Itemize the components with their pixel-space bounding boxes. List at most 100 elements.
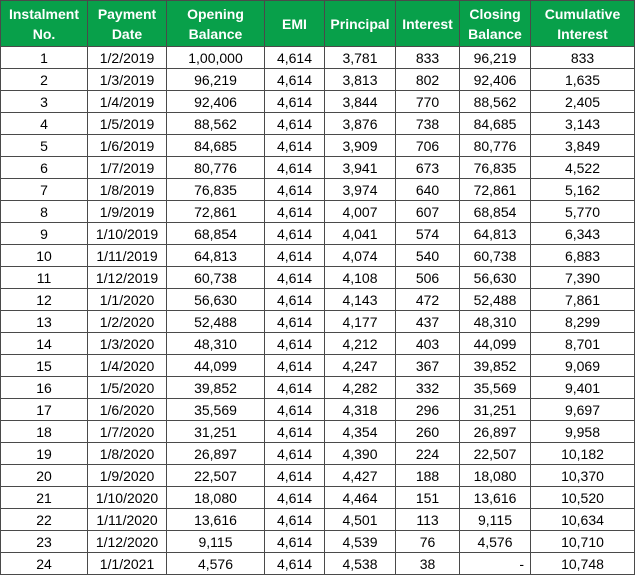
instalment-no-cell: 14: [0, 332, 88, 355]
table-row: 9 1/10/2019 68,854 4,614 4,041 574 64,813 6,343: [0, 222, 635, 245]
interest-cell: 607: [395, 200, 460, 223]
cumulative-interest-cell: 5,162: [530, 178, 635, 201]
emi-cell: 4,614: [264, 420, 325, 443]
emi-cell: 4,614: [264, 530, 325, 553]
header-emi: EMI: [264, 0, 325, 47]
payment-date-cell: 1/2/2020: [87, 310, 167, 333]
opening-balance-cell: 22,507: [166, 464, 265, 487]
cumulative-interest-cell: 9,958: [530, 420, 635, 443]
table-row: 23 1/12/2020 9,115 4,614 4,539 76 4,576 10,710: [0, 530, 635, 553]
instalment-no-cell: 24: [0, 552, 88, 575]
cumulative-interest-cell: 10,370: [530, 464, 635, 487]
instalment-no-cell: 13: [0, 310, 88, 333]
payment-date-cell: 1/8/2020: [87, 442, 167, 465]
interest-cell: 574: [395, 222, 460, 245]
cumulative-interest-cell: 7,390: [530, 266, 635, 289]
closing-balance-cell: 72,861: [459, 178, 531, 201]
emi-cell: 4,614: [264, 552, 325, 575]
cumulative-interest-cell: 2,405: [530, 90, 635, 113]
header-principal: Principal: [324, 0, 396, 47]
payment-date-cell: 1/10/2020: [87, 486, 167, 509]
opening-balance-cell: 56,630: [166, 288, 265, 311]
payment-date-cell: 1/7/2019: [87, 156, 167, 179]
opening-balance-cell: 18,080: [166, 486, 265, 509]
table-row: 20 1/9/2020 22,507 4,614 4,427 188 18,080 10,37…: [0, 464, 635, 487]
opening-balance-cell: 60,738: [166, 266, 265, 289]
emi-cell: 4,614: [264, 156, 325, 179]
closing-balance-cell: 18,080: [459, 464, 531, 487]
principal-cell: 4,464: [324, 486, 396, 509]
instalment-no-cell: 1: [0, 46, 88, 69]
payment-date-cell: 1/5/2019: [87, 112, 167, 135]
cumulative-interest-cell: 10,182: [530, 442, 635, 465]
closing-balance-cell: 9,115: [459, 508, 531, 531]
cumulative-interest-cell: 8,299: [530, 310, 635, 333]
principal-cell: 3,909: [324, 134, 396, 157]
principal-cell: 3,876: [324, 112, 396, 135]
header-row: Instalment No. Payment Date Opening Bala…: [0, 0, 635, 47]
cumulative-interest-cell: 3,849: [530, 134, 635, 157]
principal-cell: 3,974: [324, 178, 396, 201]
interest-cell: 296: [395, 398, 460, 421]
interest-cell: 260: [395, 420, 460, 443]
instalment-no-cell: 10: [0, 244, 88, 267]
instalment-no-cell: 18: [0, 420, 88, 443]
closing-balance-cell: 44,099: [459, 332, 531, 355]
payment-date-cell: 1/7/2020: [87, 420, 167, 443]
interest-cell: 113: [395, 508, 460, 531]
instalment-no-cell: 4: [0, 112, 88, 135]
table-row: 4 1/5/2019 88,562 4,614 3,876 738 84,685 3,143: [0, 112, 635, 135]
emi-cell: 4,614: [264, 244, 325, 267]
closing-balance-cell: 84,685: [459, 112, 531, 135]
opening-balance-cell: 72,861: [166, 200, 265, 223]
instalment-no-cell: 7: [0, 178, 88, 201]
cumulative-interest-cell: 4,522: [530, 156, 635, 179]
interest-cell: 640: [395, 178, 460, 201]
closing-balance-cell: 88,562: [459, 90, 531, 113]
table-row: 19 1/8/2020 26,897 4,614 4,390 224 22,507 10,18…: [0, 442, 635, 465]
payment-date-cell: 1/8/2019: [87, 178, 167, 201]
cumulative-interest-cell: 9,069: [530, 354, 635, 377]
cumulative-interest-cell: 8,701: [530, 332, 635, 355]
table-row: 1 1/2/2019 1,00,000 4,614 3,781 833 96,219 833: [0, 46, 635, 69]
payment-date-cell: 1/6/2019: [87, 134, 167, 157]
payment-date-cell: 1/6/2020: [87, 398, 167, 421]
principal-cell: 4,282: [324, 376, 396, 399]
table-row: 15 1/4/2020 44,099 4,614 4,247 367 39,852 9,069: [0, 354, 635, 377]
cumulative-interest-cell: 6,343: [530, 222, 635, 245]
emi-cell: 4,614: [264, 68, 325, 91]
cumulative-interest-cell: 10,634: [530, 508, 635, 531]
instalment-no-cell: 21: [0, 486, 88, 509]
opening-balance-cell: 35,569: [166, 398, 265, 421]
principal-cell: 4,177: [324, 310, 396, 333]
cumulative-interest-cell: 10,710: [530, 530, 635, 553]
opening-balance-cell: 64,813: [166, 244, 265, 267]
opening-balance-cell: 9,115: [166, 530, 265, 553]
interest-cell: 367: [395, 354, 460, 377]
table-row: 12 1/1/2020 56,630 4,614 4,143 472 52,488 7,861: [0, 288, 635, 311]
payment-date-cell: 1/11/2020: [87, 508, 167, 531]
payment-date-cell: 1/12/2020: [87, 530, 167, 553]
interest-cell: 833: [395, 46, 460, 69]
opening-balance-cell: 4,576: [166, 552, 265, 575]
interest-cell: 673: [395, 156, 460, 179]
principal-cell: 3,781: [324, 46, 396, 69]
payment-date-cell: 1/1/2020: [87, 288, 167, 311]
opening-balance-cell: 48,310: [166, 332, 265, 355]
cumulative-interest-cell: 9,401: [530, 376, 635, 399]
opening-balance-cell: 92,406: [166, 90, 265, 113]
instalment-no-cell: 3: [0, 90, 88, 113]
opening-balance-cell: 84,685: [166, 134, 265, 157]
payment-date-cell: 1/9/2020: [87, 464, 167, 487]
payment-date-cell: 1/11/2019: [87, 244, 167, 267]
cumulative-interest-cell: 5,770: [530, 200, 635, 223]
closing-balance-cell: 39,852: [459, 354, 531, 377]
cumulative-interest-cell: 7,861: [530, 288, 635, 311]
instalment-no-cell: 16: [0, 376, 88, 399]
table-row: 24 1/1/2021 4,576 4,614 4,538 38-10,748: [0, 552, 635, 575]
closing-balance-cell: 60,738: [459, 244, 531, 267]
payment-date-cell: 1/12/2019: [87, 266, 167, 289]
table-row: 16 1/5/2020 39,852 4,614 4,282 332 35,569 9,401: [0, 376, 635, 399]
opening-balance-cell: 26,897: [166, 442, 265, 465]
